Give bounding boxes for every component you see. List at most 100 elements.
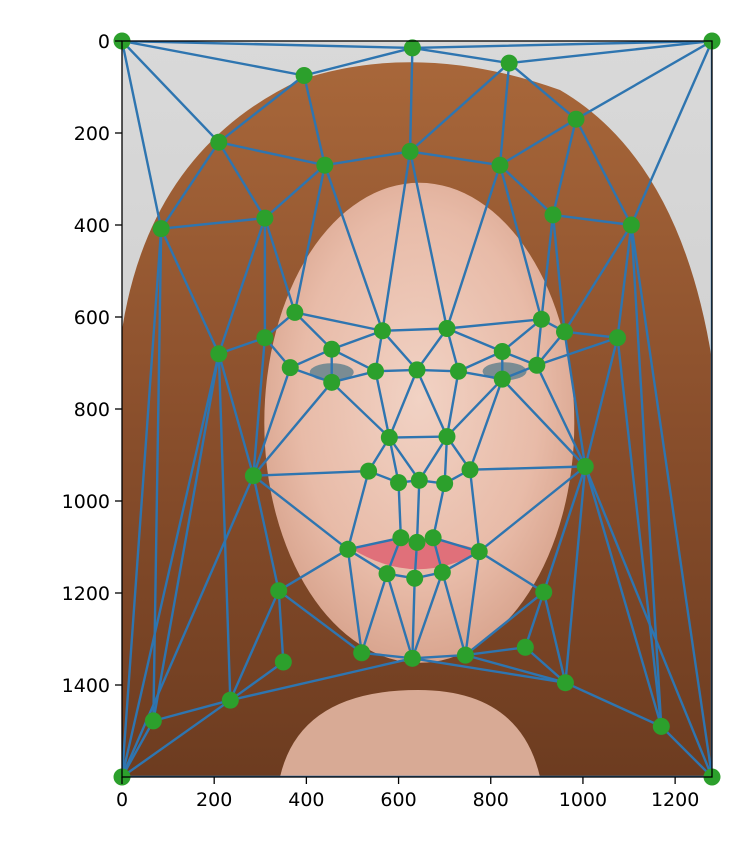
triangulation-edge xyxy=(464,646,527,657)
landmark-point xyxy=(295,67,313,84)
triangulation-edge xyxy=(564,465,587,684)
landmark-point xyxy=(609,329,627,347)
triangulation-edge xyxy=(478,465,587,553)
x-tick-label: 800 xyxy=(473,789,509,811)
landmark-point xyxy=(408,361,426,379)
triangulation-edge xyxy=(507,61,578,121)
triangulation-edge xyxy=(217,140,327,167)
landmark-point xyxy=(353,644,371,662)
neck-shape xyxy=(280,690,540,777)
landmark-point xyxy=(403,649,421,667)
triangulation-edge xyxy=(630,41,712,227)
triangulation-edge xyxy=(445,370,460,438)
landmark-point xyxy=(461,461,479,479)
y-tick-label: 1200 xyxy=(62,583,110,605)
y-axis: 0 200 400 600 800 1000 1200 1400 xyxy=(62,31,122,697)
triangulation-edge xyxy=(159,216,267,230)
triangulation-edge xyxy=(252,474,350,551)
landmark-point xyxy=(286,303,304,321)
landmark-point xyxy=(323,340,341,358)
landmark-point xyxy=(339,540,357,558)
triangulation-edge xyxy=(411,46,511,65)
triangulation-edge xyxy=(464,590,545,657)
landmark-point xyxy=(210,345,228,363)
triangulation-edge xyxy=(263,216,297,314)
triangulation-edge xyxy=(122,698,232,777)
y-tick-label: 400 xyxy=(74,215,110,237)
x-tick-label: 200 xyxy=(196,789,232,811)
triangulation-edge xyxy=(468,377,504,471)
landmark-point xyxy=(152,220,170,238)
triangulation-edge xyxy=(252,366,292,477)
y-tick-label: 1000 xyxy=(62,491,110,513)
portrait-photo xyxy=(122,41,712,777)
triangulation-edge xyxy=(411,653,467,660)
triangulation-edge xyxy=(385,572,414,660)
landmark-point xyxy=(316,156,334,174)
face-shape xyxy=(264,182,575,663)
x-tick-label: 600 xyxy=(380,789,416,811)
y-tick-label: 800 xyxy=(74,399,110,421)
triangulation-edge xyxy=(584,465,663,728)
triangulation-edge xyxy=(464,653,567,684)
triangulation-edge xyxy=(217,352,232,702)
landmark-point xyxy=(456,646,474,664)
landmark-point xyxy=(221,691,239,709)
triangulation-edge xyxy=(302,46,414,77)
triangulation-edge xyxy=(540,213,555,321)
landmark-point xyxy=(256,329,274,347)
triangulation-edge xyxy=(563,330,619,339)
landmark-point xyxy=(528,356,546,374)
triangulation-edge xyxy=(122,41,414,50)
landmark-point xyxy=(516,638,534,656)
triangulation-edge xyxy=(252,474,280,592)
triangulation-edge xyxy=(574,41,712,121)
x-tick-label: 1000 xyxy=(559,789,607,811)
triangulation-edge xyxy=(498,163,543,321)
triangulation-edge xyxy=(122,41,220,144)
triangulation-edge xyxy=(381,329,419,372)
triangulation-edge xyxy=(564,681,663,728)
triangulation-edge xyxy=(360,572,389,654)
triangulation-edge xyxy=(408,61,511,153)
landmark-point xyxy=(493,343,511,360)
triangulation-edge xyxy=(445,318,543,330)
triangulation-edge xyxy=(293,163,327,314)
triangulation-edge xyxy=(122,352,220,777)
landmark-point xyxy=(500,54,518,72)
triangulation-edge xyxy=(360,651,414,660)
landmark-point xyxy=(576,458,594,475)
triangulation-edge xyxy=(468,465,587,471)
triangulation-edge xyxy=(323,150,412,167)
landmark-point xyxy=(556,323,573,341)
triangulation-edge xyxy=(229,589,280,702)
triangulation-edge xyxy=(551,213,566,333)
triangulation-edge xyxy=(388,368,419,439)
landmark-point xyxy=(438,428,456,446)
triangulation-edge xyxy=(415,327,449,372)
landmark-point xyxy=(281,359,299,377)
triangulation-edge xyxy=(277,589,363,654)
triangulation-edge xyxy=(584,336,619,468)
triangulation-edge xyxy=(498,61,511,167)
landmark-point xyxy=(244,467,262,485)
landmark-point xyxy=(392,529,410,547)
triangulation-edge xyxy=(660,725,712,777)
landmark-point xyxy=(210,133,228,151)
landmark-point xyxy=(367,362,385,380)
triangulation-edge xyxy=(152,698,232,723)
triangulation-edge xyxy=(563,223,633,333)
triangulation-edge xyxy=(542,465,587,594)
landmark-point xyxy=(622,216,640,234)
triangulation-edge xyxy=(252,336,267,477)
triangulation-edge xyxy=(501,377,587,468)
landmark-point xyxy=(403,39,421,57)
triangulation-edge xyxy=(217,352,255,477)
x-tick-label: 400 xyxy=(288,789,324,811)
triangulation-edge xyxy=(408,46,414,153)
triangulation-edge xyxy=(584,465,712,777)
triangulation-edge xyxy=(411,571,444,660)
triangulation-edge xyxy=(418,435,449,482)
landmark-point xyxy=(360,462,378,480)
